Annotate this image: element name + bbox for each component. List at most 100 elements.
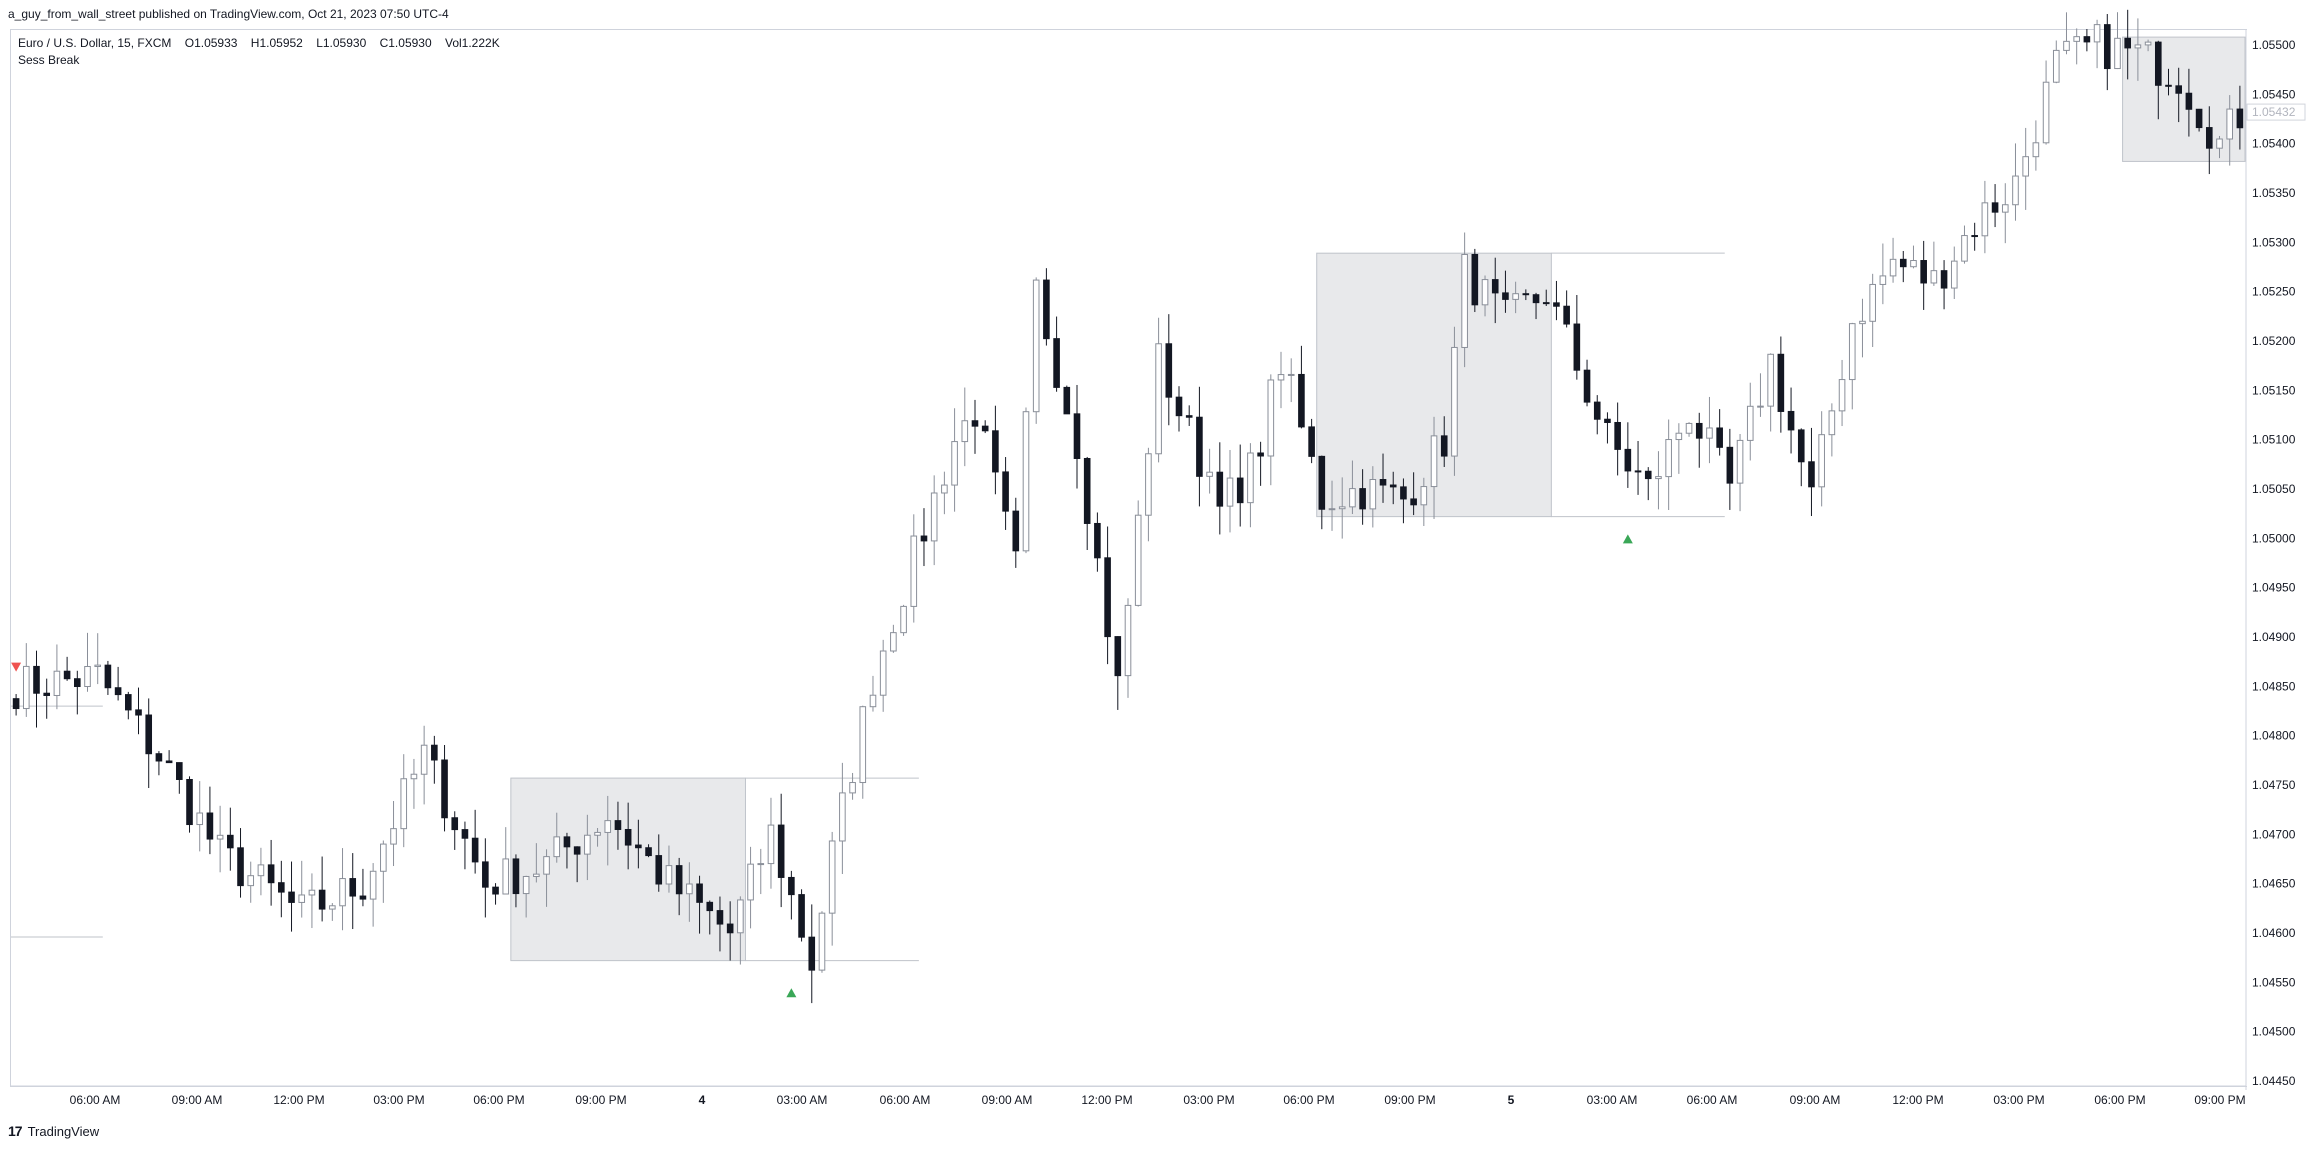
candle-body — [135, 709, 142, 716]
candle-body — [553, 836, 561, 858]
candle — [492, 883, 499, 905]
candle — [971, 399, 979, 454]
candle — [237, 828, 244, 898]
candle-body — [859, 706, 867, 784]
candle-body — [278, 882, 285, 893]
candle-body — [890, 632, 897, 652]
candle-body — [155, 753, 163, 762]
candle-body — [737, 899, 744, 934]
candle-body — [420, 744, 428, 775]
price-axis[interactable]: 1.05500 1.05450 1.05400 1.05350 1.05300 1.052… — [2245, 30, 2306, 1090]
indicator-label[interactable]: Sess Break — [18, 53, 80, 67]
candle-body — [1757, 405, 1764, 408]
candle-body — [2012, 175, 2019, 206]
candle-body — [1277, 374, 1285, 381]
candle-body — [1808, 461, 1815, 488]
candle-body — [1889, 258, 1897, 277]
candle — [2022, 127, 2029, 210]
last-price-label: 1.05432 — [2252, 105, 2296, 119]
candle — [1104, 526, 1111, 665]
candle-body — [1604, 418, 1611, 423]
candle — [1644, 467, 1652, 501]
candle — [1155, 317, 1162, 463]
candle-body — [798, 894, 805, 938]
volume-value: Vol1.222K — [444, 36, 500, 50]
candle-body — [1981, 202, 1989, 237]
tradingview-logo-icon[interactable]: 17 — [8, 1123, 23, 1139]
candle — [53, 644, 61, 710]
candle — [1216, 442, 1224, 535]
candle-body — [1848, 323, 1856, 381]
candle-body — [1287, 373, 1295, 376]
candle — [1808, 427, 1815, 517]
candle — [390, 801, 397, 867]
candles — [12, 9, 2244, 1004]
candle-body — [1124, 604, 1132, 677]
candle — [1787, 387, 1795, 454]
candle-body — [2073, 36, 2080, 42]
candle — [471, 809, 479, 874]
candle — [1889, 237, 1897, 283]
candle-body — [298, 894, 306, 903]
candle-body — [247, 875, 255, 887]
level-lines — [11, 705, 103, 938]
candle — [675, 857, 683, 916]
time-tick-label: 06:00 AM — [880, 1093, 931, 1107]
candle-body — [910, 535, 918, 607]
candle-body — [1879, 275, 1887, 285]
candle-body — [1797, 429, 1805, 463]
candle — [930, 475, 938, 566]
candle — [1695, 412, 1703, 468]
candle-body — [1563, 305, 1570, 325]
candle-body — [1451, 346, 1458, 457]
footer: 17 TradingView — [8, 1123, 99, 1139]
candle — [165, 750, 173, 764]
candle-body — [22, 665, 30, 710]
candle-body — [176, 762, 183, 780]
candle — [1920, 240, 1927, 310]
candle — [2103, 14, 2111, 91]
candle — [849, 772, 856, 800]
time-tick-label: 09:00 AM — [982, 1093, 1033, 1107]
candle-body — [502, 858, 510, 895]
candle-body — [1665, 439, 1672, 478]
symbol-label[interactable]: Euro / U.S. Dollar, 15, FXCM — [18, 36, 172, 50]
candle — [380, 840, 387, 903]
session-box[interactable] — [2122, 36, 2246, 162]
candle — [1451, 326, 1458, 476]
candle — [1145, 447, 1152, 542]
candle-body — [288, 891, 295, 903]
candle — [1746, 382, 1754, 461]
candle-body — [2032, 142, 2040, 158]
candle — [2134, 18, 2142, 81]
candle-body — [1542, 302, 1550, 305]
candle-body — [482, 861, 489, 888]
candle — [1471, 248, 1479, 313]
close-value: C1.05930 — [379, 36, 432, 50]
candle — [359, 868, 367, 907]
sell-arrow-icon — [11, 662, 22, 672]
candle — [1757, 373, 1764, 417]
candle-body — [1971, 235, 1978, 238]
candle-body — [2195, 108, 2203, 129]
candle — [1379, 453, 1387, 503]
candle — [1400, 478, 1407, 524]
candle-body — [257, 864, 265, 877]
candle-body — [237, 847, 244, 887]
time-axis[interactable]: 06:00 AM 09:00 AM 12:00 PM 03:00 PM 06:00 PM… — [10, 1085, 2246, 1107]
candle-body — [1012, 510, 1020, 552]
time-tick-label: 06:00 PM — [1283, 1093, 1334, 1107]
footer-brand[interactable]: TradingView — [27, 1123, 100, 1139]
candle-body — [1736, 439, 1744, 484]
candle-body — [1481, 279, 1489, 306]
candle-body — [543, 856, 550, 875]
candle-body — [125, 694, 132, 711]
candle-body — [2144, 41, 2152, 46]
candle — [1328, 480, 1336, 531]
candle — [635, 819, 642, 869]
candle — [2195, 108, 2203, 132]
candle — [1022, 407, 1030, 554]
candle — [22, 643, 30, 717]
candle-body — [1869, 283, 1876, 322]
